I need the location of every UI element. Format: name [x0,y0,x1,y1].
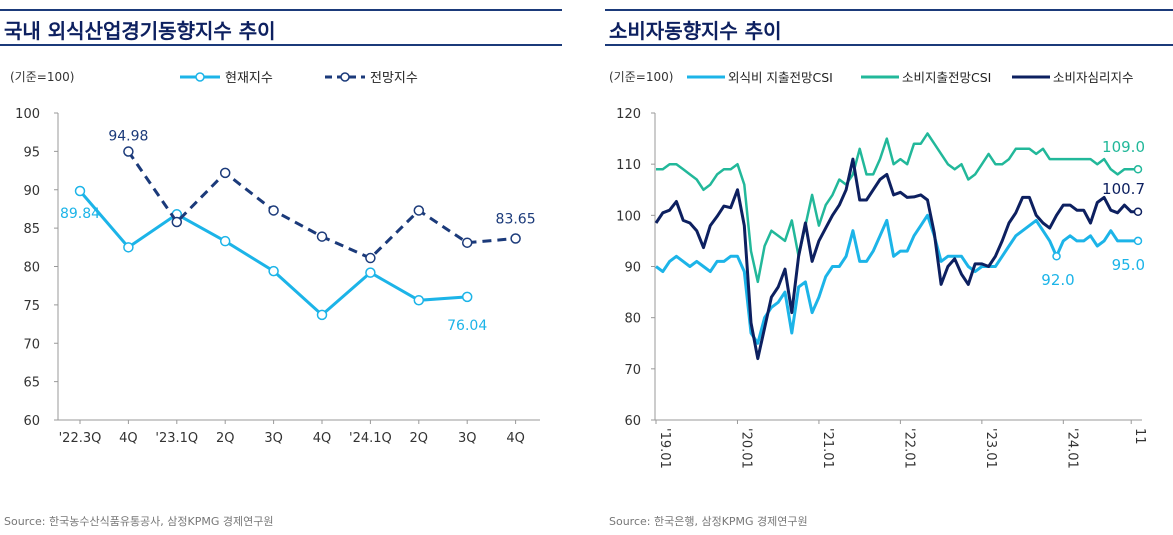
left-x-tick-9: 4Q [506,431,525,446]
right-x-tick-6: 11 [1132,428,1147,445]
right-panel: 소비자동향지수 추이 (기준=100) 외식비 지출전망CSI 소비지출전망CSI… [605,0,1173,535]
left-legend-label-1: 현재지수 [225,71,273,86]
left-x-tick-4: 3Q [264,431,283,446]
left-series-2-point-3 [219,167,231,179]
left-x-tick-3: 2Q [216,431,235,446]
left-series-1-point-0 [74,185,86,197]
right-legend-label-1: 외식비 지출전망CSI [728,70,833,85]
left-header-top-rule [0,9,562,11]
left-data-label-1: 76.04 [447,318,487,334]
left-chart-title: 국내 외식산업경기동향지수 추이 [4,19,276,43]
right-x-tick-5: '24.01 [1064,428,1079,469]
right-series-line-2 [656,132,1138,284]
left-series-1-point-8 [461,291,473,303]
right-x-tick-4: '23.01 [983,428,998,469]
left-series-lines [74,146,521,321]
left-source-note: Source: 한국농수산식품유통공사, 삼정KPMG 경제연구원 [4,515,274,528]
right-series-1-point-59 [1052,252,1061,261]
left-legend: 현재지수 전망지수 [180,71,418,86]
left-series-1-point-5 [316,309,328,321]
left-header-bottom-rule [0,44,562,46]
right-series-2-end-point [1133,165,1143,174]
right-y-tick-60: 60 [624,414,641,429]
right-series-3-end-point [1133,207,1143,217]
left-legend-marker-2 [340,72,350,82]
right-legend-label-2: 소비지출전망CSI [902,70,991,85]
right-legend: 외식비 지출전망CSI 소비지출전망CSI 소비자심리지수 [687,70,1134,85]
right-axes: 60 70 80 90 100 110 120 '19.01 '20.01 '21.01 '22.0… [616,107,1147,469]
left-x-tick-2: '23.1Q [155,431,198,446]
left-data-label-3: 83.65 [496,211,536,227]
left-y-tick-70: 70 [23,337,40,352]
left-axes: 60 65 70 75 80 85 90 95 100 '22.3Q 4Q '23.1Q 2Q 3Q 4Q '… [15,107,540,446]
right-y-tick-110: 110 [616,158,641,173]
left-panel: 국내 외식산업경기동향지수 추이 (기준=100) 현재지수 전망지수 60 65 7… [0,0,562,535]
left-y-tick-60: 60 [23,414,40,429]
left-legend-marker-1 [195,72,205,82]
right-data-label-0: 109.0 [1102,138,1145,156]
left-series-2-point-2 [171,216,183,228]
left-data-label-2: 94.98 [108,129,148,145]
right-y-tick-70: 70 [624,363,641,378]
left-series-2-point-5 [316,231,328,242]
left-x-tick-5: 4Q [313,431,332,446]
left-x-tick-6: '24.1Q [349,431,392,446]
right-unit-label: (기준=100) [609,70,673,84]
left-x-tick-7: 2Q [410,431,429,446]
left-y-tick-95: 95 [23,145,40,160]
right-y-tick-100: 100 [616,209,641,224]
left-data-labels: 89.84 76.04 94.98 83.65 [60,129,536,334]
left-line-chart: (기준=100) 현재지수 전망지수 60 65 70 75 80 85 90 95 100 '22… [10,70,540,446]
left-y-tick-90: 90 [23,184,40,199]
right-data-label-1: 100.7 [1102,180,1145,198]
right-series-line-3 [654,157,1138,361]
left-series-2-point-8 [461,237,473,248]
left-series-2-point-6 [365,252,376,264]
right-legend-label-3: 소비자심리지수 [1053,70,1134,85]
right-y-tick-120: 120 [616,107,641,122]
right-y-tick-80: 80 [624,312,641,327]
left-series-1-point-6 [365,267,376,278]
left-series-2-point-7 [413,205,425,216]
left-series-1-point-1 [123,242,134,253]
left-series-2-point-9 [510,233,521,244]
left-x-tick-0: '22.3Q [59,431,102,446]
right-y-tick-90: 90 [624,261,641,276]
right-source-note: Source: 한국은행, 삼정KPMG 경제연구원 [609,515,808,528]
left-series-1-point-4 [268,265,279,277]
left-series-1-point-7 [413,295,425,306]
left-x-tick-1: 4Q [119,431,138,446]
right-header-top-rule [605,9,1173,11]
left-y-tick-85: 85 [23,222,40,237]
left-unit-label: (기준=100) [10,70,74,84]
right-data-label-2: 95.0 [1112,256,1145,274]
right-x-tick-0: '19.01 [657,428,672,469]
right-x-tick-3: '22.01 [901,428,916,469]
left-x-tick-8: 3Q [458,431,477,446]
left-series-1-point-3 [219,235,231,247]
left-series-line-2 [127,150,516,260]
left-series-2-point-4 [268,205,279,216]
left-y-tick-65: 65 [23,376,40,391]
left-series-2-point-1 [123,146,134,157]
right-series-1-end-point [1133,236,1143,246]
right-line-chart: (기준=100) 외식비 지출전망CSI 소비지출전망CSI 소비자심리지수 60 7… [609,70,1147,469]
left-y-tick-80: 80 [23,261,40,276]
left-legend-label-2: 전망지수 [370,71,418,86]
right-data-labels: 109.0 100.7 95.0 92.0 [1041,138,1145,289]
right-header-bottom-rule [605,44,1173,46]
right-chart-title: 소비자동향지수 추이 [609,19,782,43]
left-y-tick-100: 100 [15,107,40,122]
left-data-label-0: 89.84 [60,206,100,222]
right-data-label-3: 92.0 [1041,271,1074,289]
right-series-lines [654,132,1143,361]
left-y-tick-75: 75 [23,299,40,314]
right-x-tick-2: '21.01 [820,428,835,469]
right-x-tick-1: '20.01 [738,428,753,469]
